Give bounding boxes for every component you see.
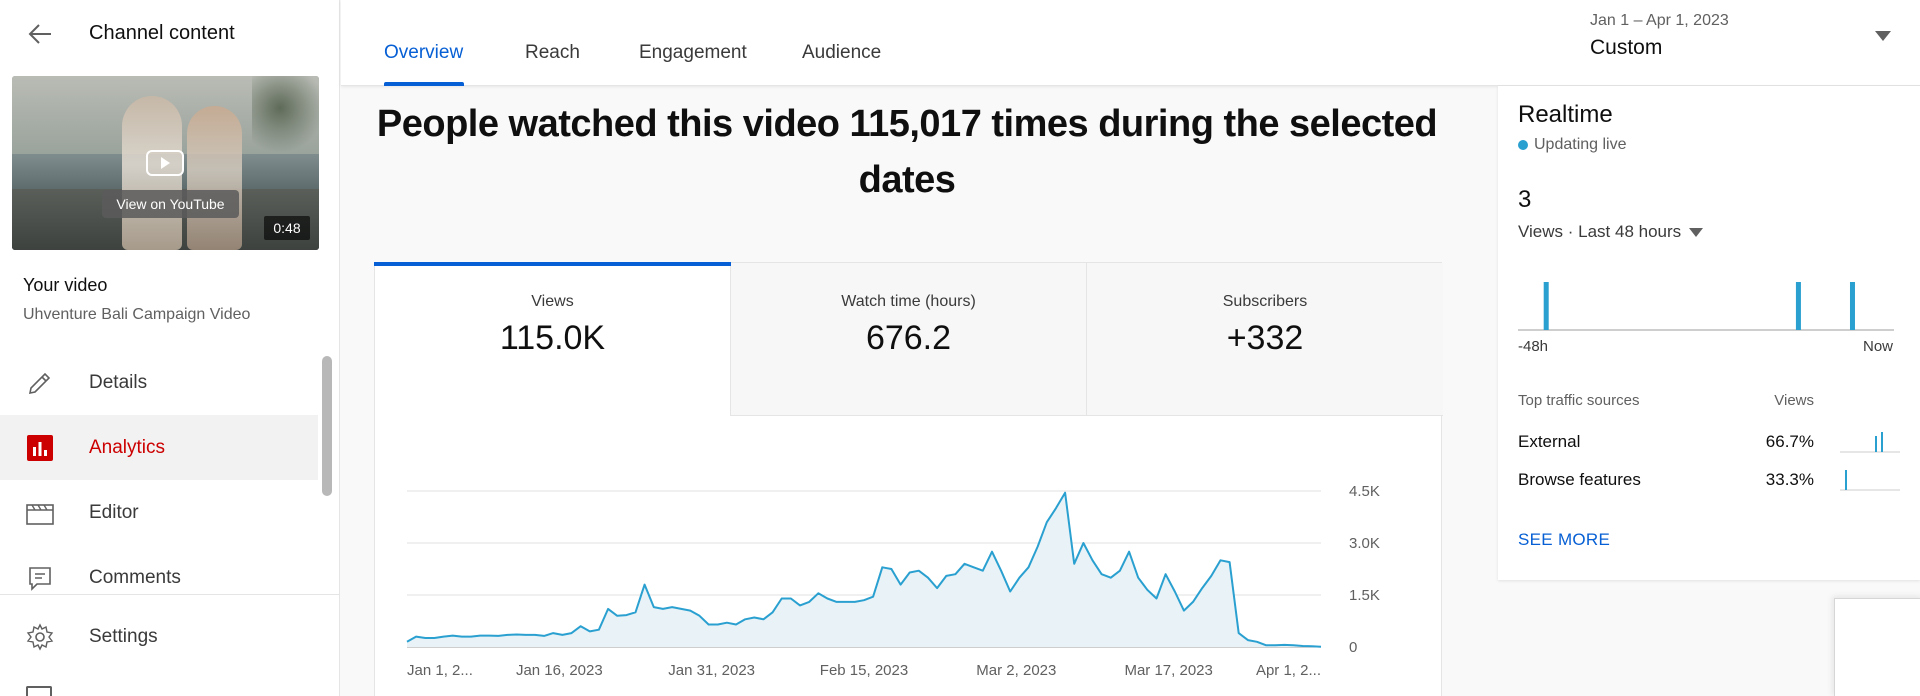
realtime-period-dropdown[interactable]: Views · Last 48 hours (1518, 222, 1704, 242)
feedback-icon[interactable] (26, 686, 52, 696)
realtime-axis-start: -48h (1518, 338, 1549, 355)
realtime-period-label: Views · Last 48 hours (1518, 222, 1682, 241)
analytics-icon (24, 432, 56, 464)
sidebar-item-settings[interactable]: Settings (0, 607, 318, 667)
x-tick-label: Jan 31, 2023 (668, 662, 755, 679)
sidebar-title: Channel content (89, 22, 235, 44)
sidebar-item-label: Details (89, 371, 148, 393)
thumbnail-person (122, 96, 182, 250)
tab-overview[interactable]: Overview (384, 42, 464, 63)
metric-value: +332 (1226, 319, 1304, 357)
date-dropdown-button[interactable] (1868, 24, 1898, 48)
traffic-views-header: Views (1774, 392, 1814, 409)
metric-label: Watch time (hours) (841, 293, 976, 310)
sidebar-item-label: Analytics (89, 436, 166, 458)
page-headline: People watched this video 115,017 times … (376, 103, 1438, 201)
y-tick-label: 0 (1349, 639, 1357, 656)
sidebar-item-editor[interactable]: Editor (0, 480, 318, 545)
traffic-source-row: External 66.7% (1518, 428, 1900, 456)
sidebar: Channel content View on YouTube 0:48 You… (0, 0, 340, 696)
realtime-chart (1518, 282, 1894, 331)
realtime-title: Realtime (1518, 101, 1613, 128)
x-tick-label: Jan 1, 2... (407, 662, 473, 679)
date-range-text[interactable]: Jan 1 – Apr 1, 2023 (1590, 12, 1729, 29)
thumbnail-palm (252, 76, 319, 156)
traffic-sources-header: Top traffic sources (1518, 392, 1640, 409)
traffic-source-name: Browse features (1518, 470, 1641, 489)
sidebar-item-label: Settings (89, 626, 158, 647)
sidebar-item-label: Comments (89, 566, 181, 588)
tab-engagement[interactable]: Engagement (639, 42, 747, 63)
metric-tab-watch-time[interactable]: Watch time (hours) 676.2 (731, 263, 1087, 416)
x-tick-label: Apr 1, 2... (1256, 662, 1321, 679)
metric-tab-views[interactable]: Views 115.0K (374, 262, 731, 416)
x-tick-label: Jan 16, 2023 (516, 662, 603, 679)
traffic-source-value: 33.3% (1765, 470, 1814, 489)
realtime-bar (1543, 282, 1549, 330)
top-bar: Overview Reach Engagement Audience (341, 0, 1920, 86)
traffic-source-value: 66.7% (1765, 432, 1814, 451)
x-tick-label: Mar 17, 2023 (1124, 662, 1212, 679)
y-tick-label: 1.5K (1349, 587, 1380, 604)
sidebar-nav: Details Analytics Editor Comments (0, 350, 318, 610)
y-tick-label: 4.5K (1349, 483, 1380, 500)
traffic-source-name: External (1518, 432, 1581, 451)
views-line (406, 491, 1322, 648)
divider (0, 594, 339, 595)
tab-reach[interactable]: Reach (525, 42, 580, 63)
traffic-source-row: Browse features 33.3% (1518, 466, 1900, 494)
thumbnail-person (187, 106, 242, 250)
active-tab-indicator (384, 82, 464, 86)
gear-icon (24, 621, 56, 653)
your-video-label: Your video (23, 275, 108, 295)
popup-panel[interactable] (1834, 598, 1920, 696)
traffic-sparkline (1840, 432, 1900, 453)
tab-audience[interactable]: Audience (802, 42, 882, 63)
sidebar-scrollbar[interactable] (322, 356, 332, 496)
metric-value: 676.2 (865, 319, 952, 357)
sidebar-item-analytics[interactable]: Analytics (0, 415, 318, 480)
realtime-axis-end: Now (1863, 338, 1894, 355)
active-metric-indicator (374, 262, 731, 266)
realtime-panel: Realtime Updating live 3 Views · Last 48… (1498, 86, 1920, 580)
views-area (407, 492, 1321, 647)
realtime-count: 3 (1518, 186, 1532, 213)
realtime-bar (1795, 282, 1801, 330)
caret-down-icon (1875, 31, 1891, 41)
metric-label: Subscribers (1222, 293, 1308, 310)
views-chart: 4.5K 3.0K 1.5K 0 Jan 1, 2... Jan 16, 2023 Jan … (406, 483, 1380, 679)
film-icon (24, 497, 56, 529)
metric-tab-subscribers[interactable]: Subscribers +332 (1087, 263, 1443, 416)
realtime-status: Updating live (1534, 136, 1627, 153)
sidebar-item-comments[interactable]: Comments (0, 545, 318, 610)
metric-label: Views (531, 293, 574, 310)
video-title: Uhventure Bali Campaign Video (23, 306, 251, 323)
comment-icon (24, 562, 56, 594)
x-tick-label: Feb 15, 2023 (820, 662, 908, 679)
x-tick-label: Mar 2, 2023 (976, 662, 1056, 679)
metric-value: 115.0K (499, 319, 606, 357)
realtime-bar (1849, 282, 1855, 330)
video-duration: 0:48 (264, 216, 310, 240)
y-tick-label: 3.0K (1349, 535, 1380, 552)
see-more-link[interactable]: SEE MORE (1518, 530, 1611, 549)
date-preset[interactable]: Custom (1590, 36, 1663, 59)
live-dot-icon (1518, 140, 1528, 150)
sidebar-item-details[interactable]: Details (0, 350, 318, 415)
video-thumbnail[interactable]: View on YouTube 0:48 (12, 76, 319, 250)
pencil-icon (24, 367, 56, 399)
back-arrow-icon (28, 24, 51, 44)
caret-down-icon (1689, 227, 1704, 237)
back-button[interactable] (24, 18, 56, 50)
traffic-sparkline (1840, 470, 1900, 491)
sidebar-item-label: Editor (89, 501, 139, 523)
view-on-youtube-button[interactable]: View on YouTube (102, 190, 239, 218)
play-icon[interactable] (146, 150, 184, 176)
